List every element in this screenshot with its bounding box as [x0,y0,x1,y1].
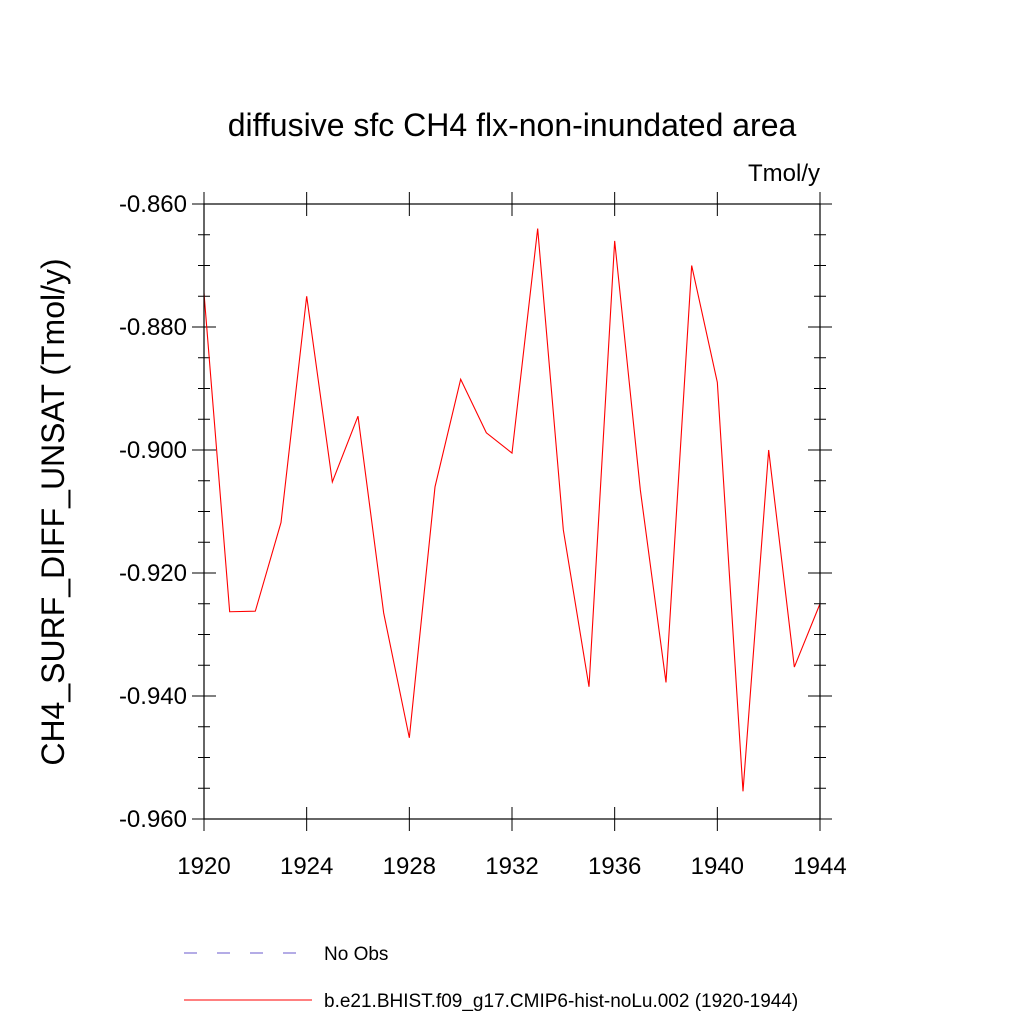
units-label: Tmol/y [748,160,820,187]
y-tick-label: -0.940 [119,683,187,710]
y-axis-label: CH4_SURF_DIFF_UNSAT (Tmol/y) [35,258,71,765]
x-tick-label: 1932 [485,853,538,880]
y-tick-label: -0.860 [119,191,187,218]
tick-labels: -0.860 -0.880 -0.900 -0.920 -0.940 -0.960 1920… [119,191,847,880]
x-tick-label: 1920 [177,853,230,880]
x-tick-label: 1940 [691,853,744,880]
y-tick-label: -0.880 [119,314,187,341]
series-line [203,228,821,792]
plot-frame [203,203,821,820]
x-tick-label: 1944 [793,853,846,880]
y-tick-label: -0.920 [119,560,187,587]
y-tick-label: -0.960 [119,806,187,833]
plot-series [203,228,821,792]
x-tick-label: 1924 [280,853,333,880]
legend: No Obs b.e21.BHIST.f09_g17.CMIP6-hist-noL… [184,944,798,1012]
chart-title: diffusive sfc CH4 flx-non-inundated area [228,107,797,143]
axis-ticks [192,192,832,831]
legend-label: b.e21.BHIST.f09_g17.CMIP6-hist-noLu.002 … [324,991,798,1012]
legend-label: No Obs [324,944,388,965]
y-tick-label: -0.900 [119,437,187,464]
x-tick-label: 1936 [588,853,641,880]
x-tick-label: 1928 [383,853,436,880]
